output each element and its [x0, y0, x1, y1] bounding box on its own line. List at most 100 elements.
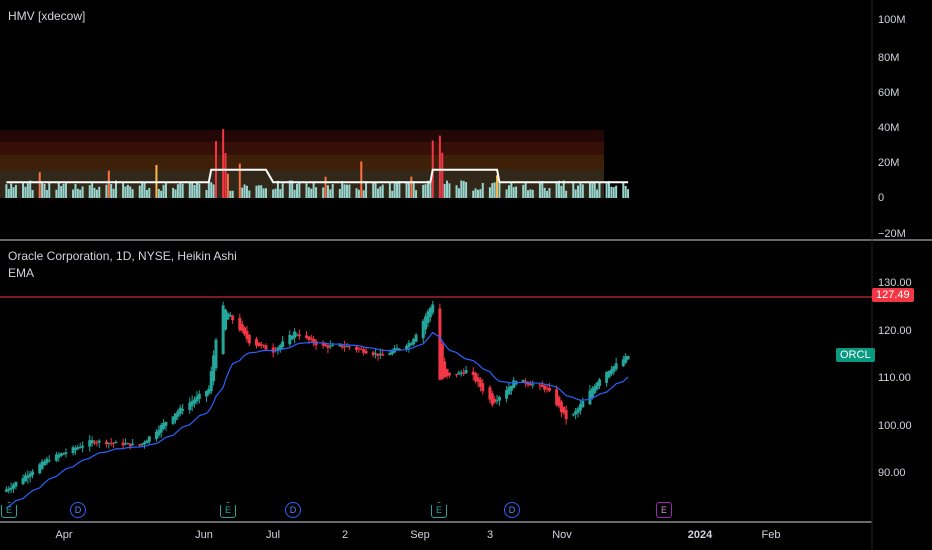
- candle-body: [278, 344, 282, 350]
- candle-body: [493, 399, 497, 403]
- symbol-badge[interactable]: ORCL: [836, 348, 875, 362]
- volume-bar: [81, 186, 84, 198]
- volume-bar: [126, 184, 129, 198]
- price-tick: 120.00: [878, 325, 912, 337]
- candle-body: [562, 406, 566, 414]
- volume-bar: [541, 181, 544, 198]
- volume-bar: [93, 187, 96, 198]
- volume-bar: [531, 189, 534, 198]
- candle-body: [295, 334, 299, 336]
- candle-body: [457, 372, 461, 375]
- volume-tick: 100M: [878, 14, 906, 26]
- volume-bar: [572, 181, 575, 198]
- volume-bar: [207, 181, 210, 198]
- candle-body: [545, 387, 549, 389]
- candle-body: [104, 441, 108, 445]
- candle-body: [364, 351, 368, 354]
- volume-bar: [245, 185, 248, 198]
- candle-body: [73, 447, 77, 451]
- volume-tick: 0: [878, 192, 885, 204]
- volume-bar: [329, 189, 332, 198]
- earnings-marker[interactable]: E: [431, 502, 447, 518]
- candle-body: [512, 380, 516, 389]
- volume-bar: [41, 182, 44, 198]
- candle-body: [471, 371, 475, 375]
- candle-body: [607, 370, 611, 378]
- volume-bar: [312, 181, 315, 198]
- candle-body: [578, 404, 582, 411]
- candle-body: [374, 353, 378, 355]
- volume-bar: [393, 181, 396, 198]
- candle-body: [121, 442, 125, 446]
- volume-bar: [608, 181, 610, 198]
- candle-body: [590, 388, 594, 398]
- volume-tick: 80M: [878, 52, 900, 64]
- volume-bar: [224, 153, 227, 198]
- candle-body: [112, 442, 116, 444]
- candle-body: [526, 382, 530, 385]
- volume-bar: [310, 188, 313, 198]
- candle-body: [145, 440, 149, 444]
- candle-body: [26, 475, 30, 479]
- volume-bar: [579, 181, 582, 198]
- candle-body: [326, 345, 330, 348]
- volume-bar: [105, 184, 108, 198]
- volume-bar: [529, 189, 532, 198]
- volume-bar: [231, 190, 234, 198]
- candle-body: [107, 442, 111, 444]
- volume-bar: [488, 187, 491, 198]
- earnings-marker[interactable]: E: [656, 502, 672, 518]
- candle-body: [264, 345, 268, 350]
- volume-bar: [457, 188, 460, 198]
- volume-bar: [98, 186, 101, 198]
- volume-bar: [157, 189, 160, 198]
- dividend-marker[interactable]: D: [70, 502, 86, 518]
- candle-body: [564, 409, 568, 420]
- candle-body: [243, 327, 247, 335]
- candle-body: [31, 471, 35, 476]
- volume-bar: [322, 187, 325, 198]
- earnings-marker[interactable]: E: [220, 502, 236, 518]
- candle-body: [431, 304, 435, 313]
- candle-body: [390, 350, 394, 355]
- candle-body: [462, 372, 466, 374]
- candle-body: [509, 385, 513, 391]
- candle-body: [181, 408, 185, 411]
- candle-body: [371, 352, 375, 356]
- candle-body: [378, 353, 382, 355]
- volume-bar: [624, 185, 627, 198]
- volume-bar: [210, 182, 213, 198]
- volume-bar: [205, 189, 208, 198]
- candle-body: [97, 440, 101, 443]
- volume-bar: [396, 182, 399, 198]
- volume-bar: [10, 183, 13, 198]
- candle-body: [78, 446, 82, 449]
- volume-bar: [238, 163, 241, 198]
- candle-body: [609, 369, 613, 375]
- candle-body: [76, 447, 80, 450]
- volume-bar: [143, 182, 146, 198]
- volume-bar: [60, 185, 63, 198]
- volume-bar: [591, 183, 594, 198]
- dividend-marker[interactable]: D: [504, 502, 520, 518]
- dividend-marker[interactable]: D: [285, 502, 301, 518]
- candle-body: [412, 338, 416, 345]
- candle-body: [140, 443, 144, 446]
- candle-body: [7, 488, 11, 491]
- volume-bar: [38, 172, 41, 198]
- volume-bar: [26, 183, 29, 198]
- volume-bar: [248, 190, 251, 198]
- volume-bar: [62, 183, 65, 198]
- candle-body: [238, 317, 242, 331]
- volume-bar: [479, 189, 482, 198]
- volume-bar: [441, 152, 444, 198]
- candle-body: [59, 453, 63, 457]
- candle-body: [257, 342, 261, 347]
- volume-bar: [365, 181, 368, 198]
- earnings-marker[interactable]: E: [1, 502, 17, 518]
- volume-bar: [48, 182, 51, 198]
- candle-body: [88, 440, 92, 447]
- candle-body: [340, 345, 344, 348]
- time-tick: Jul: [265, 529, 281, 541]
